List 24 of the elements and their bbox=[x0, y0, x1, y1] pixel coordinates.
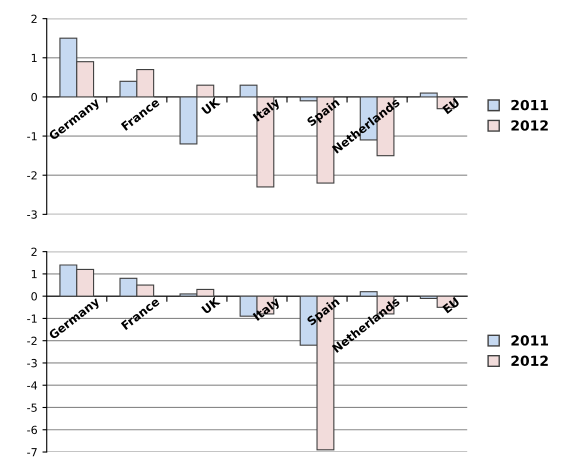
y-tick-label: -3 bbox=[27, 358, 37, 368]
x-tick-label: EU bbox=[442, 98, 460, 114]
y-tick-label: -6 bbox=[27, 426, 37, 434]
y-tick-label: -2 bbox=[27, 336, 37, 345]
y-tick-label: -5 bbox=[27, 404, 37, 412]
y-tick-label: 1 bbox=[32, 54, 37, 62]
y-tick-label: 2 bbox=[31, 248, 37, 256]
y-tick-label: -1 bbox=[27, 132, 37, 140]
y-tick-label: 1 bbox=[32, 270, 37, 278]
y-tick-label: -4 bbox=[27, 381, 38, 390]
x-tick-label: UK bbox=[201, 96, 221, 115]
x-tick-label: UK bbox=[201, 296, 221, 314]
legend-label: 2012 bbox=[511, 356, 548, 366]
y-tick-label: 2 bbox=[31, 14, 37, 23]
y-tick-label: -2 bbox=[27, 171, 37, 180]
legend-label: 2011 bbox=[511, 335, 548, 346]
y-tick-label: 0 bbox=[31, 92, 37, 102]
legend-label: 2012 bbox=[511, 120, 548, 131]
x-tick-label: EU bbox=[442, 297, 460, 314]
y-tick-label: 0 bbox=[31, 292, 37, 301]
legend-label: 2011 bbox=[511, 100, 548, 110]
y-tick-label: -1 bbox=[27, 314, 37, 323]
y-tick-label: -7 bbox=[27, 448, 37, 456]
y-tick-label: -3 bbox=[27, 210, 37, 219]
